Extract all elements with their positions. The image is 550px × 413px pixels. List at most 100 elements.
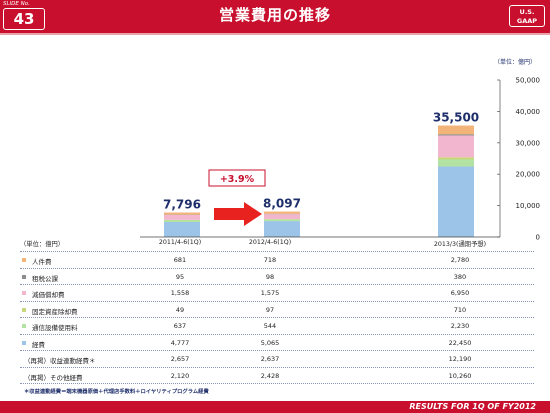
table-cell: 12,190 bbox=[448, 355, 472, 363]
table-cell: 544 bbox=[263, 322, 277, 330]
table-row-label: 租税公課 bbox=[32, 274, 58, 283]
gaap-badge-line1: U.S. bbox=[519, 8, 535, 16]
table-row: 経費 4,777 5,065 22,450 bbox=[0, 336, 550, 350]
table-cell: 380 bbox=[453, 272, 467, 281]
table-col-3: 2013/3(通期予想) bbox=[433, 241, 487, 248]
table-row-divider bbox=[20, 317, 534, 318]
table-row: 租税公課 95 98 380 bbox=[0, 270, 550, 284]
footnote: ＊収益連動経費＝端末機器原価＋代理店手数料＋ロイヤリティプログラム経費 bbox=[24, 389, 209, 395]
y-tick-label: 10,000 bbox=[516, 202, 541, 210]
bar-segment bbox=[164, 212, 200, 215]
table-cell: 97 bbox=[265, 305, 275, 314]
bar-total-label: 35,500 bbox=[433, 111, 479, 125]
y-tick-label: 0 bbox=[536, 234, 540, 242]
legend-swatch bbox=[22, 307, 26, 312]
table-cell: 2,657 bbox=[170, 355, 190, 363]
table-row-divider bbox=[20, 284, 534, 285]
bar-total-label: 8,097 bbox=[263, 197, 301, 211]
legend-swatch bbox=[22, 324, 26, 328]
table-row-divider bbox=[20, 366, 534, 368]
table-row: 通信設備使用料 637 544 2,230 bbox=[0, 319, 550, 333]
table-cell: 10,260 bbox=[448, 371, 472, 380]
legend-swatch bbox=[22, 291, 26, 295]
bar-total-label: 7,796 bbox=[163, 198, 201, 212]
bar-segment bbox=[264, 211, 300, 214]
bar-segment bbox=[264, 221, 300, 237]
chart-unit-label: （単位：億円） bbox=[493, 59, 536, 66]
legend-swatch bbox=[22, 274, 26, 279]
bar-segment bbox=[438, 134, 474, 136]
gaap-badge-line2: GAAP bbox=[516, 17, 538, 25]
y-tick-label: 50,000 bbox=[516, 77, 541, 85]
growth-label: +3.9% bbox=[220, 174, 255, 185]
footer-bar: RESULTS FOR 1Q OF FY2012 bbox=[0, 401, 550, 413]
table-cell: 6,950 bbox=[450, 289, 470, 297]
table-unit-label: （単位：億円） bbox=[20, 241, 65, 248]
bar-segment bbox=[264, 219, 300, 222]
table-cell: 1,575 bbox=[260, 289, 280, 297]
table-cell: 1,558 bbox=[170, 289, 190, 297]
bar-segment bbox=[438, 159, 474, 167]
table-cell: 681 bbox=[173, 256, 187, 264]
table-cell: 98 bbox=[265, 272, 275, 281]
table-cell: 2,428 bbox=[260, 371, 280, 380]
table-row-label: 固定資産除却費 bbox=[32, 307, 78, 316]
slide-number: 43 bbox=[3, 8, 45, 30]
table-cell: 2,780 bbox=[450, 256, 470, 264]
table-row-label: 減価償却費 bbox=[32, 291, 65, 299]
table-row-divider bbox=[20, 383, 534, 384]
table-cell: 2,230 bbox=[450, 322, 470, 330]
table-row-divider bbox=[20, 350, 534, 351]
bar-segment bbox=[438, 135, 474, 158]
y-tick-label: 20,000 bbox=[516, 171, 541, 179]
y-tick-label: 40,000 bbox=[516, 108, 541, 116]
growth-indicator: +3.9% bbox=[208, 169, 266, 226]
growth-arrow-icon bbox=[214, 202, 262, 226]
table-row-label: 人件費 bbox=[32, 258, 52, 266]
table-row: 人件費 681 718 2,780 bbox=[0, 253, 550, 267]
bar-segment bbox=[164, 220, 200, 223]
slide-number-label: SLIDE No. bbox=[3, 1, 30, 7]
header-bar: SLIDE No. 43 営業費用の推移 U.S. GAAP bbox=[0, 0, 550, 33]
page-title: 営業費用の推移 bbox=[218, 6, 331, 24]
table-row: （再掲）その他経費 2,120 2,428 10,260 bbox=[0, 369, 550, 383]
table-col-2: 2012/4-6(1Q) bbox=[248, 239, 292, 246]
table-row: 固定資産除却費 49 97 710 bbox=[0, 303, 550, 317]
table-row: （再掲）収益連動経費＊ 2,657 2,637 12,190 bbox=[0, 352, 550, 366]
header-rule bbox=[0, 33, 550, 35]
bar-segment bbox=[164, 222, 200, 237]
legend-swatch bbox=[22, 340, 26, 345]
table-row-divider bbox=[20, 333, 534, 335]
table-row-label: （再掲）収益連動経費＊ bbox=[24, 357, 96, 365]
bar-segment bbox=[438, 166, 474, 237]
bar-segment bbox=[264, 214, 300, 220]
bar-segment bbox=[438, 125, 474, 135]
table-row-divider bbox=[20, 300, 534, 302]
table-row: 減価償却費 1,558 1,575 6,950 bbox=[0, 286, 550, 300]
bar-segment bbox=[164, 214, 200, 220]
table-cell: 2,637 bbox=[260, 355, 280, 363]
legend-swatch bbox=[22, 258, 26, 262]
table-row-label: 経費 bbox=[32, 340, 45, 349]
table-row-divider bbox=[20, 251, 534, 252]
table-header-row: （単位：億円） 2011/4-6(1Q) 2012/4-6(1Q) 2013/3… bbox=[0, 236, 550, 250]
bar-segment bbox=[438, 157, 474, 160]
table-cell: 2,120 bbox=[170, 371, 190, 380]
y-tick-label: 30,000 bbox=[516, 139, 541, 147]
table-cell: 22,450 bbox=[448, 338, 472, 347]
table-row-label: （再掲）その他経費 bbox=[24, 373, 83, 382]
gaap-badge: U.S. GAAP bbox=[509, 5, 545, 27]
table-col-1: 2011/4-6(1Q) bbox=[158, 239, 202, 246]
table-cell: 49 bbox=[175, 305, 185, 314]
table-cell: 4,777 bbox=[170, 338, 190, 347]
table-row-divider bbox=[20, 267, 534, 269]
footer-text: RESULTS FOR 1Q OF FY2012 bbox=[409, 402, 536, 411]
table-row-label: 通信設備使用料 bbox=[32, 324, 78, 332]
table-cell: 95 bbox=[175, 272, 185, 281]
table-cell: 710 bbox=[453, 305, 467, 314]
table-cell: 637 bbox=[173, 322, 187, 330]
table-cell: 718 bbox=[263, 256, 277, 264]
table-cell: 5,065 bbox=[260, 338, 280, 347]
growth-box bbox=[208, 169, 266, 187]
